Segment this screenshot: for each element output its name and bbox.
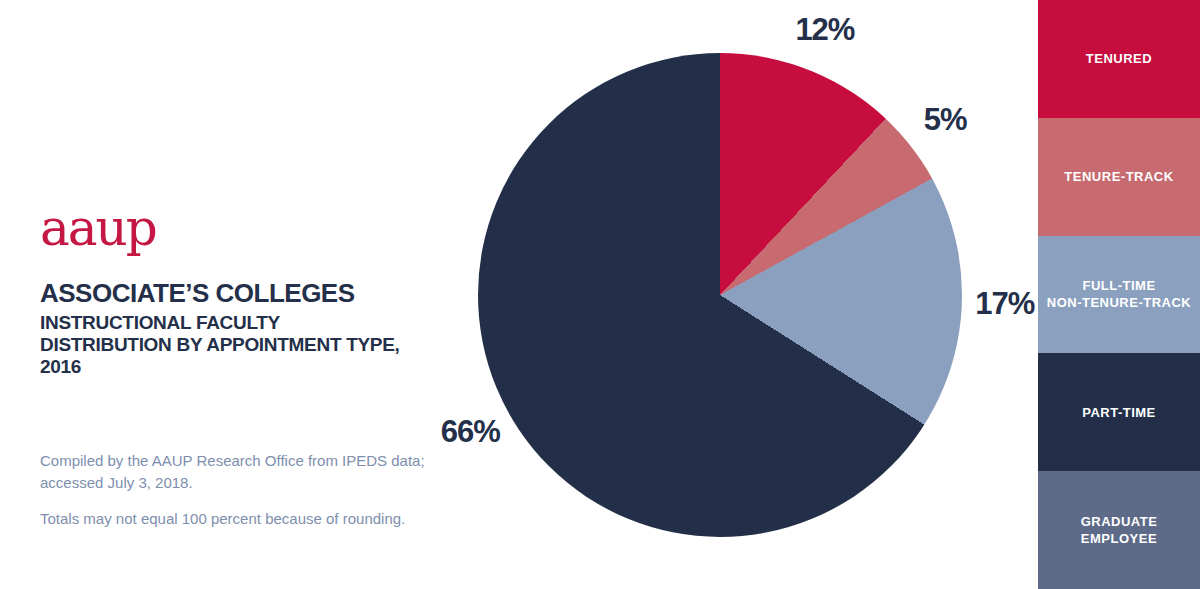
legend-item-graduate-employee: GRADUATE EMPLOYEE	[1038, 471, 1200, 589]
legend-column: TENUREDTENURE-TRACKFULL-TIME NON-TENURE-…	[1038, 0, 1200, 589]
page-title: ASSOCIATE’S COLLEGES	[40, 278, 355, 309]
rounding-note: Totals may not equal 100 percent because…	[40, 508, 405, 530]
pie-slice-label-full-time-non-tenure-track: 17%	[975, 286, 1034, 322]
source-note: Compiled by the AAUP Research Office fro…	[40, 450, 425, 494]
aaup-logo: aaup	[40, 203, 156, 253]
page-subtitle: INSTRUCTIONAL FACULTY DISTRIBUTION BY AP…	[40, 312, 440, 378]
legend-item-tenured: TENURED	[1038, 0, 1200, 118]
pie-slice-label-tenured: 12%	[795, 12, 854, 48]
legend-item-full-time-non-tenure-track: FULL-TIME NON-TENURE-TRACK	[1038, 236, 1200, 354]
legend-item-part-time: PART-TIME	[1038, 353, 1200, 471]
infographic-canvas: aaup ASSOCIATE’S COLLEGES INSTRUCTIONAL …	[0, 0, 1200, 589]
pie-slice-label-part-time: 66%	[441, 414, 500, 450]
left-text-column: aaup ASSOCIATE’S COLLEGES INSTRUCTIONAL …	[40, 0, 440, 589]
legend-item-tenure-track: TENURE-TRACK	[1038, 118, 1200, 236]
pie-slice-label-tenure-track: 5%	[924, 102, 967, 138]
pie-chart	[478, 53, 962, 537]
